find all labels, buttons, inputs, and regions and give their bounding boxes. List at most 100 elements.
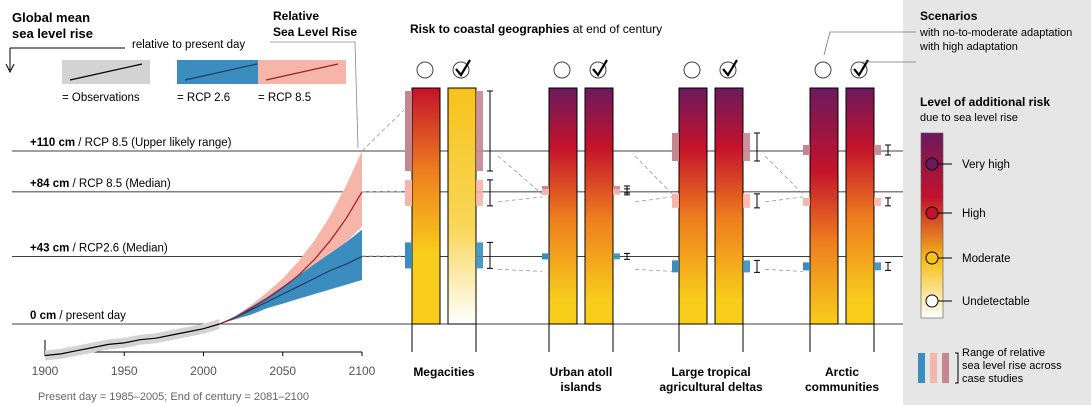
risk-bar-high-adaptation-0	[447, 87, 477, 325]
range-errorbar-2-2	[754, 259, 760, 273]
geography-label-line2-2: agricultural deltas	[659, 380, 763, 394]
geography-label-2: Large tropical	[671, 365, 750, 379]
geography-label-0: Megacities	[413, 365, 475, 379]
range-errorbar-2-1	[754, 193, 760, 209]
range-legend-line3: case studies	[962, 373, 1024, 385]
risk-level-label-3: Undetectable	[962, 296, 1030, 308]
level-label-rest-2: / RCP2.6 (Median)	[69, 242, 168, 254]
range-marker-right-0-0	[476, 91, 483, 171]
check-icon-2	[722, 59, 738, 77]
range-marker-right-3-0	[874, 145, 881, 155]
level-label-3: 0 cm / present day	[30, 310, 126, 322]
geography-label-line2-3: communities	[805, 380, 879, 394]
scenario-high: with high adaptation	[919, 41, 1018, 53]
range-marker-left-2-2	[672, 260, 679, 273]
rslr-pointer	[270, 41, 359, 149]
level-label-rest-0: / RCP 8.5 (Upper likely range)	[75, 137, 232, 149]
connector-0-1	[497, 196, 543, 203]
rslr-title-line2: Sea Level Rise	[273, 25, 357, 39]
x-tick-label-2050: 2050	[269, 364, 296, 378]
range-marker-left-0-2	[405, 242, 412, 269]
scenario-pointer-1	[823, 31, 916, 56]
check-icon-3	[853, 59, 869, 77]
geography-label-1: Urban atoll	[550, 365, 613, 379]
connector-2-2	[764, 268, 804, 272]
level-label-value-2: +43 cm	[30, 242, 69, 254]
gmsl-title-line2: sea level rise	[12, 26, 93, 41]
range-marker-right-1-2	[613, 253, 620, 260]
level-label-rest-3: / present day	[56, 310, 126, 322]
footnote: Present day = 1985–2005; End of century …	[38, 391, 309, 403]
range-errorbar-0-1	[487, 179, 493, 207]
check-icon-0	[455, 59, 471, 77]
x-tick-label-1950: 1950	[111, 364, 138, 378]
legend-swatch-line-2	[265, 63, 339, 81]
rcp26-band	[219, 229, 362, 324]
connector-1-2	[634, 268, 673, 272]
legend-label-0: = Observations	[62, 92, 140, 104]
range-errorbar-3-2	[885, 261, 891, 271]
x-tick-label-2100: 2100	[349, 364, 376, 378]
risk-title-bold: Risk to coastal geographies	[410, 22, 570, 36]
series-legend: = Observations = RCP 2.6 = RCP 8.5	[62, 60, 346, 104]
range-errorbar-1-2	[624, 252, 630, 260]
x-tick-label-2000: 2000	[190, 364, 217, 378]
range-marker-right-0-1	[476, 179, 483, 206]
range-marker-left-2-0	[672, 133, 679, 161]
no-adaptation-circle-icon-3	[814, 61, 832, 79]
risk-legend-title: Level of additional risk	[920, 95, 1050, 109]
range-errorbar-2-0	[754, 132, 760, 162]
risk-level-marker-0	[925, 157, 939, 171]
gmsl-arrow-icon	[5, 63, 15, 74]
range-marker-right-1-1	[613, 188, 620, 195]
range-marker-right-0-2	[476, 242, 483, 269]
range-legend-line1: Range of relative	[962, 347, 1045, 359]
observations-band	[45, 319, 220, 361]
risk-legend-bar	[920, 132, 944, 319]
legend-label-1: = RCP 2.6	[177, 92, 230, 104]
range-legend-swatch-0	[918, 353, 925, 383]
risk-bar-no-adaptation-0	[411, 87, 441, 325]
no-adaptation-circle-icon-0	[416, 61, 434, 79]
risk-bar-no-adaptation-1	[548, 87, 578, 325]
level-label-value-1: +84 cm	[30, 178, 69, 190]
x-tick-label-1900: 1900	[32, 364, 59, 378]
level-label-value-3: 0 cm	[30, 310, 56, 322]
gmsl-title-line1: Global mean	[12, 10, 90, 25]
range-marker-left-0-0	[405, 91, 412, 171]
range-legend-bracket	[955, 352, 959, 384]
range-marker-right-2-2	[743, 260, 750, 273]
risk-bar-high-adaptation-1	[584, 87, 614, 325]
range-errorbar-1-1	[624, 188, 630, 196]
risk-level-marker-1	[925, 206, 939, 220]
geography-label-line2-1: islands	[560, 380, 602, 394]
scenario-no-to-moderate: with no-to-moderate adaptation	[919, 27, 1072, 39]
range-marker-left-3-0	[803, 145, 810, 155]
rcp85-line	[219, 191, 363, 325]
observations-line	[44, 323, 220, 357]
high-adaptation-circle-icon-1	[589, 61, 607, 79]
connector-2-1	[764, 196, 804, 203]
risk-bar-high-adaptation-2	[714, 87, 744, 325]
risk-legend-items: Very high High Moderate Undetectable	[925, 157, 1030, 308]
risk-title: Risk to coastal geographies at end of ce…	[410, 22, 662, 36]
gmsl-subtitle: relative to present day	[132, 39, 245, 51]
legend-swatch-line-1	[184, 63, 258, 81]
connector-0-0	[497, 155, 543, 195]
legend-swatch-line-0	[69, 63, 143, 81]
no-adaptation-circle-icon-2	[683, 61, 701, 79]
rcp26-line	[219, 255, 363, 325]
high-adaptation-circle-icon-3	[850, 61, 868, 79]
range-marker-right-3-1	[874, 197, 881, 206]
level-label-value-0: +110 cm	[30, 137, 75, 149]
range-marker-left-1-1	[542, 188, 549, 195]
risk-level-marker-2	[925, 251, 939, 265]
connector-1-1	[634, 196, 673, 203]
risk-level-label-0: Very high	[962, 159, 1010, 171]
range-marker-left-1-2	[542, 253, 549, 260]
level-lines: +110 cm / RCP 8.5 (Upper likely range) +8…	[12, 137, 903, 325]
connector-1-0	[634, 155, 673, 195]
chart-connector-top	[361, 109, 405, 152]
range-errorbar-0-0	[487, 90, 493, 172]
range-marker-right-3-2	[874, 262, 881, 271]
